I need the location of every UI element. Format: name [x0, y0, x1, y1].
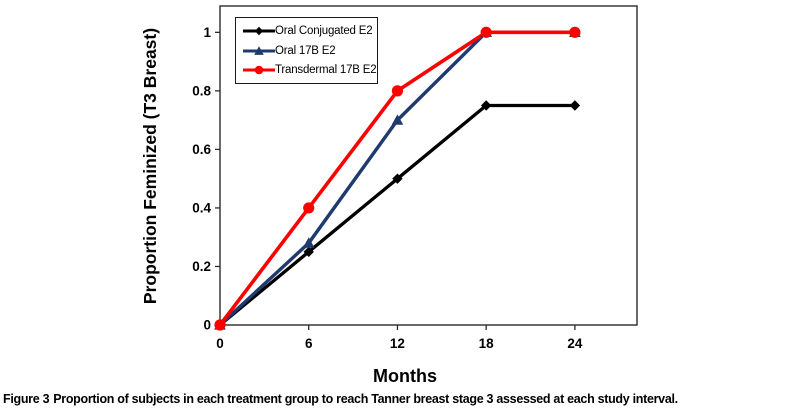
y-tick-label: 0.6 [192, 142, 211, 157]
plot-area-border [219, 5, 638, 326]
figure-caption: Figure 3 Proportion of subjects in each t… [3, 392, 678, 406]
marker-oral-conjugated-e2 [303, 246, 314, 258]
legend-entry: Transdermal 17B E2 [243, 63, 377, 77]
line-chart-canvas: 0 0.2 0.4 0.6 0.8 1 0 6 12 18 24 Proportion Femini… [140, 5, 638, 386]
marker-oral-conjugated-e2 [392, 173, 403, 184]
marker-oral-17b-e2 [302, 237, 315, 248]
legend-marker-icon [254, 65, 264, 75]
legend-entry: Oral Conjugated E2 [243, 24, 377, 38]
x-tick-label: 6 [305, 336, 313, 351]
data-series [214, 26, 581, 331]
marker-oral-conjugated-e2 [569, 100, 581, 111]
marker-transdermal-17b-e2 [303, 202, 315, 214]
y-tick-label: 0.2 [192, 259, 211, 274]
x-tick-label: 0 [216, 336, 224, 351]
marker-transdermal-17b-e2 [569, 26, 581, 38]
triangle-swatch-icon [243, 45, 275, 55]
marker-oral-conjugated-e2 [480, 100, 492, 111]
caption-text: Proportion of subjects in each treatment… [53, 392, 678, 406]
diamond-swatch-icon [243, 26, 275, 35]
legend-label: Oral 17B E2 [275, 44, 336, 57]
marker-oral-17b-e2 [391, 114, 404, 125]
marker-transdermal-17b-e2 [391, 85, 404, 97]
y-tick-label: 0 [203, 318, 211, 333]
legend-marker-icon [254, 45, 264, 55]
legend-label: Transdermal 17B E2 [275, 64, 377, 77]
legend-label: Oral Conjugated E2 [275, 24, 373, 37]
circle-swatch-icon [243, 65, 275, 75]
legend-marker-icon [254, 26, 264, 35]
axis-ticks: 0 0.2 0.4 0.6 0.8 1 0 6 12 18 24 [192, 25, 583, 351]
chart-legend: Oral Conjugated E2 Oral 17B E2 Transdermal… [235, 17, 378, 84]
caption-label: Figure 3 [3, 392, 50, 406]
y-tick-label: 0.4 [192, 201, 211, 216]
x-tick-label: 12 [390, 336, 405, 351]
y-tick-label: 0.8 [192, 84, 211, 99]
y-axis-title: Proportion Feminized (T3 Breast) [140, 28, 160, 304]
legend-entry: Oral 17B E2 [243, 44, 377, 58]
marker-transdermal-17b-e2 [480, 26, 492, 38]
series-line-oral-conjugated-e2 [218, 103, 575, 327]
x-tick-label: 18 [479, 336, 495, 351]
marker-transdermal-17b-e2 [214, 319, 226, 331]
x-axis-title: Months [373, 366, 437, 386]
x-tick-label: 24 [567, 336, 583, 351]
y-tick-label: 1 [203, 25, 211, 40]
